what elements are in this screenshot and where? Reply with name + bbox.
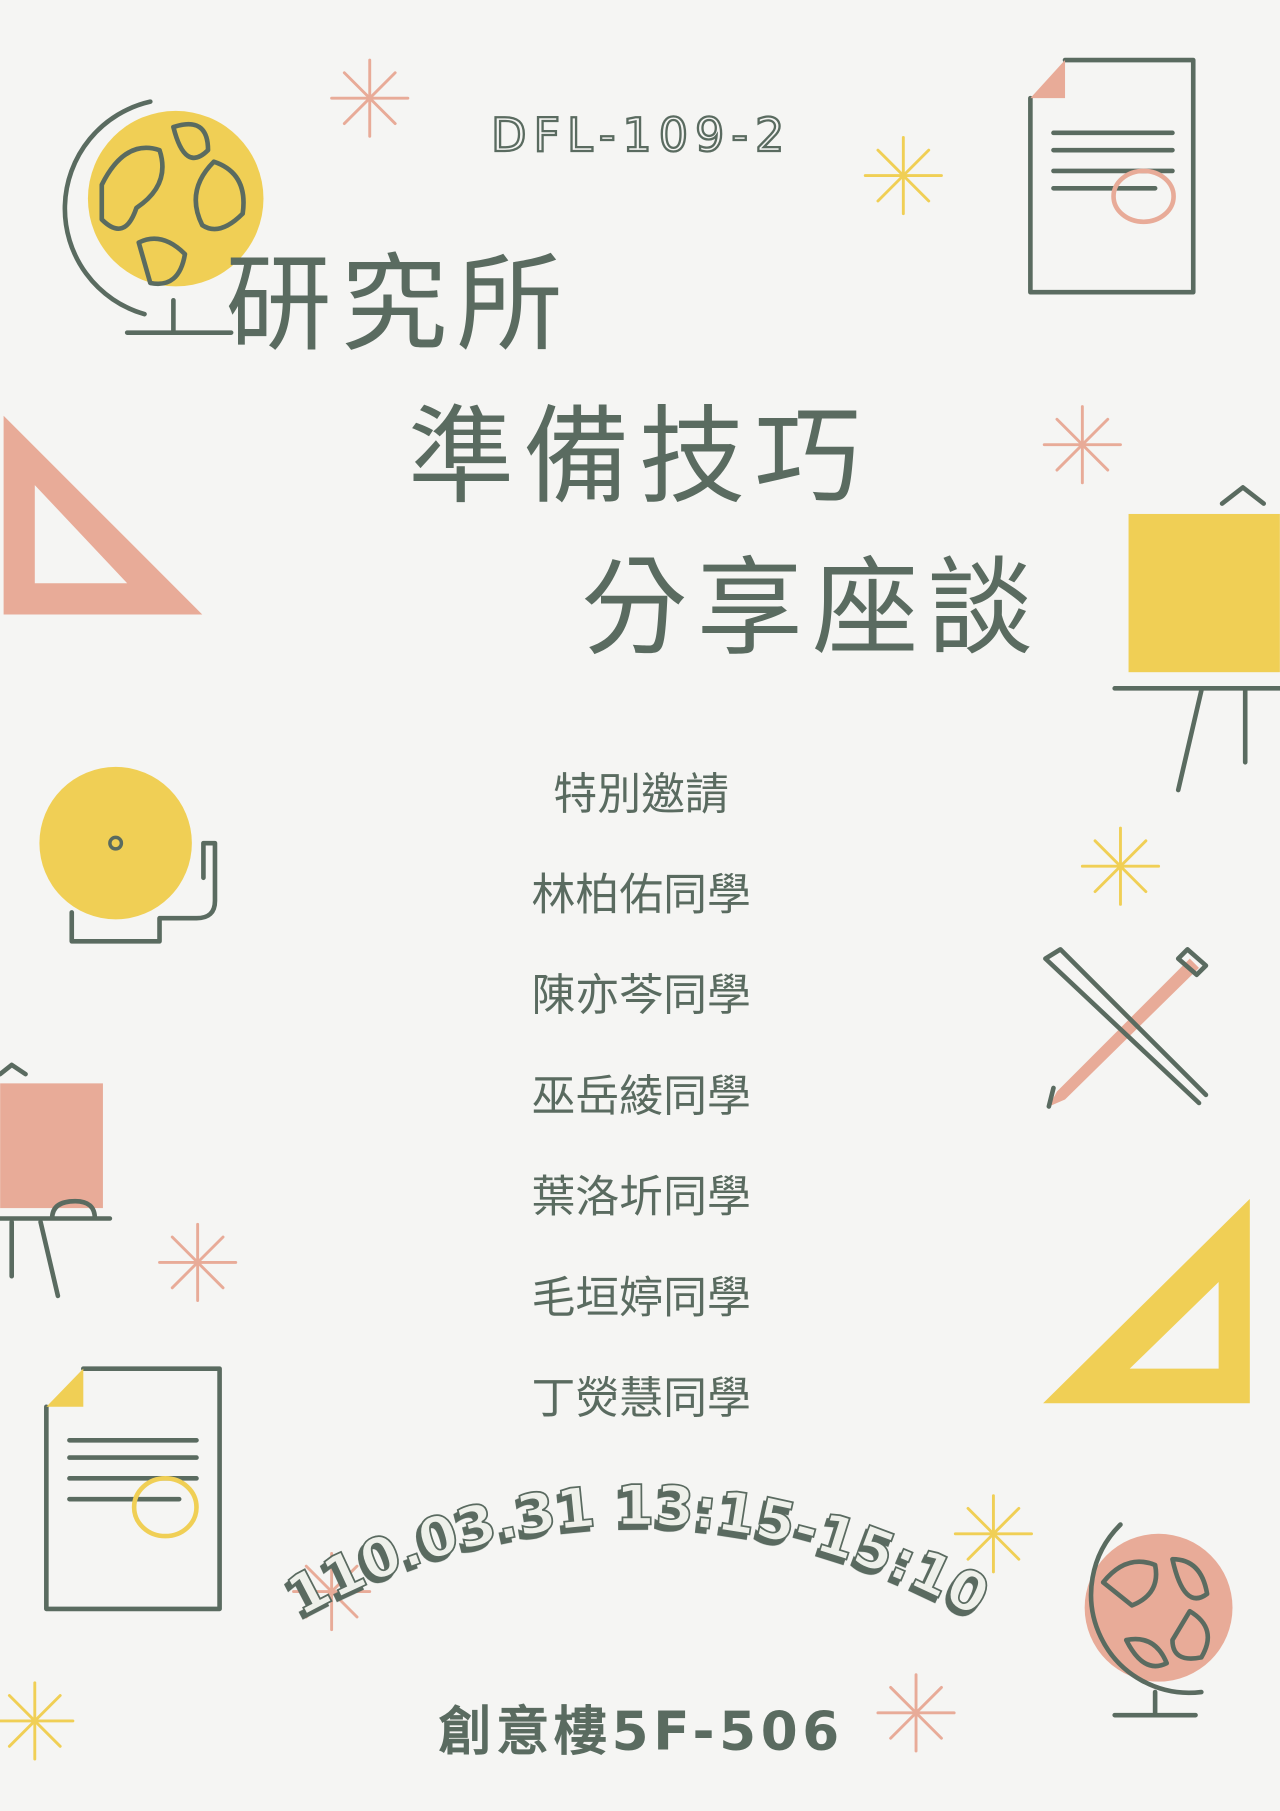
globe-outline <box>62 99 246 335</box>
bell-dot <box>108 835 124 851</box>
pen <box>1043 947 1209 1109</box>
title-line: 分享座談 <box>581 547 1043 671</box>
title-line: 準備技巧 <box>408 396 870 520</box>
easel-board <box>1128 513 1280 673</box>
guest-name: 陳亦芩同學 <box>531 970 750 1021</box>
code: DFL-109-2 <box>491 108 791 162</box>
easel-board-left <box>0 1083 103 1209</box>
guest-name: 毛垣婷同學 <box>531 1272 750 1323</box>
bell-base <box>69 840 218 944</box>
guest-name: 葉洛圻同學 <box>531 1172 750 1223</box>
circle-mark-yellow <box>131 1476 199 1539</box>
location: 創意樓5F-506 <box>438 1700 843 1762</box>
document-bottom-corner <box>46 1368 84 1407</box>
document-lines <box>1051 130 1175 191</box>
guest-name: 丁熒慧同學 <box>531 1373 750 1424</box>
bell <box>39 766 192 920</box>
globe-pink-outline <box>1088 1522 1211 1718</box>
globe-pink <box>1084 1533 1233 1682</box>
guest-name: 巫岳綾同學 <box>531 1071 750 1122</box>
easel <box>1112 485 1280 793</box>
easel-left <box>0 1062 113 1299</box>
title-line: 研究所 <box>225 243 571 367</box>
decorations <box>0 57 1280 1761</box>
document <box>1028 57 1196 295</box>
guest-name: 林柏佑同學 <box>531 869 750 920</box>
circle-mark <box>1111 168 1176 225</box>
guests-heading: 特別邀請 <box>553 769 729 820</box>
globe <box>87 110 264 287</box>
document-bottom <box>44 1366 222 1612</box>
document-bottom-lines <box>67 1437 199 1502</box>
